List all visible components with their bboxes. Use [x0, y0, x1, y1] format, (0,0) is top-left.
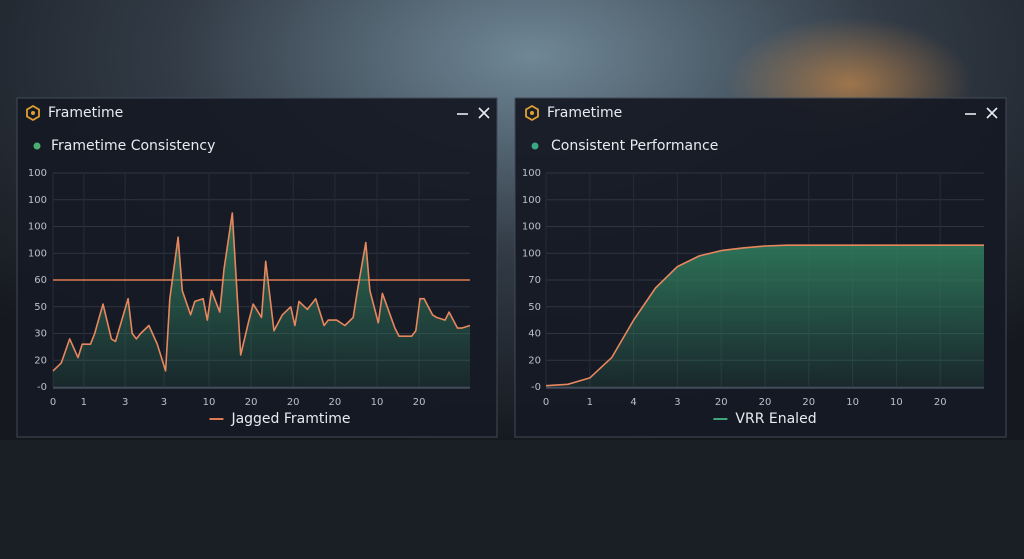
x-tick-label: 3	[161, 397, 167, 408]
x-tick-label: 10	[203, 397, 216, 408]
app-icon	[525, 104, 539, 122]
line	[52, 212, 471, 372]
chart-subtitle: Frametime Consistency	[51, 138, 215, 154]
x-tick-label: 3	[674, 397, 680, 408]
subtitle-dot	[33, 142, 41, 150]
app-icon-dot	[31, 111, 35, 115]
legend-label: Jagged Framtime	[230, 411, 350, 427]
y-tick-label: 70	[528, 275, 541, 286]
y-tick-label: 50	[34, 302, 47, 313]
chart-subtitle: Consistent Performance	[551, 138, 718, 154]
y-tick-label: 40	[528, 329, 541, 340]
background-ground	[0, 440, 1024, 559]
subtitle-dot	[531, 142, 539, 150]
window-title: Frametime	[48, 105, 123, 121]
x-tick-label: 20	[245, 397, 258, 408]
y-tick-label: 30	[34, 329, 47, 340]
y-tick-label: 20	[528, 355, 541, 366]
window-title: Frametime	[547, 105, 622, 121]
x-tick-label: 3	[122, 397, 128, 408]
y-tick-label: 100	[28, 168, 47, 179]
x-tick-label: 0	[543, 397, 549, 408]
x-tick-label: 20	[413, 397, 426, 408]
x-tick-label: 20	[759, 397, 772, 408]
x-tick-label: 0	[50, 397, 56, 408]
y-tick-label: 100	[522, 222, 541, 233]
y-tick-label: 100	[522, 195, 541, 206]
y-tick-label: 60	[34, 275, 47, 286]
close-button[interactable]	[478, 107, 490, 119]
legend-label: VRR Enaled	[735, 411, 816, 427]
y-tick-label: 100	[28, 195, 47, 206]
y-tick-label: 100	[28, 222, 47, 233]
x-tick-label: 20	[934, 397, 947, 408]
close-button[interactable]	[986, 107, 998, 119]
y-tick-label: 100	[522, 248, 541, 259]
app-icon	[26, 104, 40, 122]
line	[545, 244, 984, 387]
x-tick-label: 1	[81, 397, 87, 408]
y-tick-label: -0	[37, 382, 47, 393]
y-tick-label: 100	[522, 168, 541, 179]
x-tick-label: 10	[890, 397, 903, 408]
app-icon-dot	[530, 111, 534, 115]
x-tick-label: 20	[329, 397, 342, 408]
x-tick-label: 20	[802, 397, 815, 408]
y-tick-label: 50	[528, 302, 541, 313]
y-tick-label: 100	[28, 248, 47, 259]
x-tick-label: 10	[846, 397, 859, 408]
x-tick-label: 10	[371, 397, 384, 408]
x-tick-label: 20	[287, 397, 300, 408]
x-tick-label: 20	[715, 397, 728, 408]
x-tick-label: 4	[630, 397, 636, 408]
area	[546, 245, 984, 387]
area	[53, 213, 470, 387]
x-tick-label: 1	[587, 397, 593, 408]
y-tick-label: 20	[34, 355, 47, 366]
y-tick-label: -0	[531, 382, 541, 393]
